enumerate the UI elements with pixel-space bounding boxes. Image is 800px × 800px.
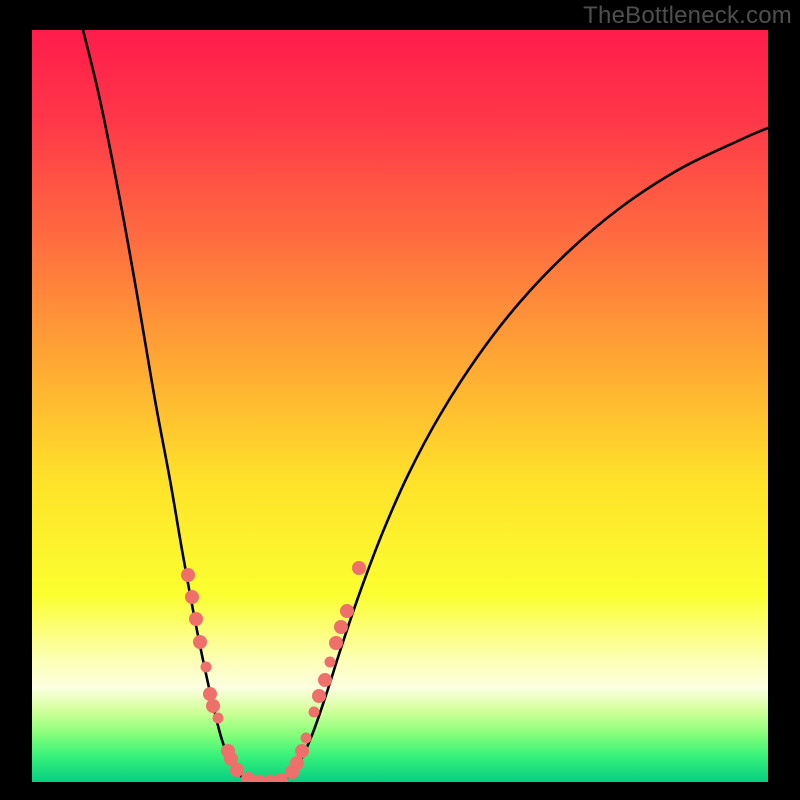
data-point: [352, 561, 366, 575]
data-point: [201, 662, 212, 673]
watermark-text: TheBottleneck.com: [583, 2, 792, 30]
data-point: [203, 687, 217, 701]
data-point: [295, 744, 309, 758]
data-point: [309, 707, 320, 718]
data-point: [193, 635, 207, 649]
data-point: [189, 612, 203, 626]
data-point: [290, 756, 304, 770]
data-point: [301, 733, 312, 744]
data-point: [185, 590, 199, 604]
data-point: [334, 620, 348, 634]
data-point: [181, 568, 195, 582]
data-point: [312, 689, 326, 703]
data-point: [230, 763, 244, 777]
data-point: [318, 673, 332, 687]
data-point: [340, 604, 354, 618]
bottleneck-chart: [0, 0, 800, 800]
data-point: [325, 657, 336, 668]
data-point: [329, 636, 343, 650]
chart-stage: TheBottleneck.com: [0, 0, 800, 800]
data-point: [206, 699, 220, 713]
data-point: [213, 713, 224, 724]
